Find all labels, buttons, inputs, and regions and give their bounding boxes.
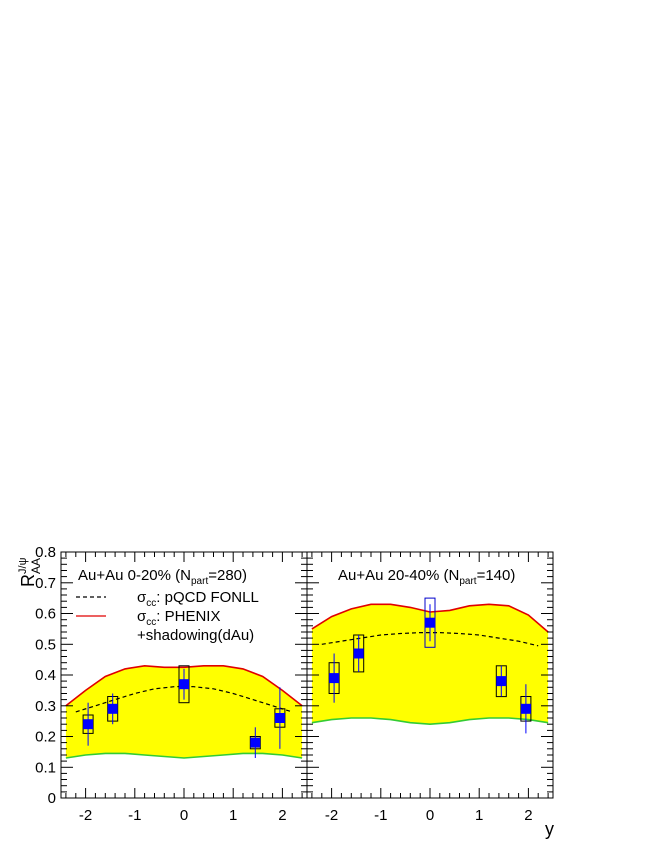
panel-1-xtick-label: 2 [278,807,286,824]
ytick-label: 0.2 [35,729,56,746]
panel-2-xtick-label: 0 [426,807,434,824]
text-layer: RAAJ/ψ y Au+Au 0-20% (Npart=280) Au+Au 2… [17,557,554,839]
ytick-label: 0.3 [35,698,56,715]
band-layer [65,603,549,759]
panel-2-xtick-label: 2 [524,807,532,824]
legend-dashed-label: σcc: pQCD FONLL [137,589,259,609]
ticks-layer: -2 -1 0 1 2 -2 -1 0 1 2 0 0.1 0.2 0.3 0.4 0.5 0.6 0.7 0.8 [35,544,553,824]
panel-1-point-2-marker [107,703,118,714]
panel-1-point-4-marker [250,737,261,748]
panel-2-title: Au+Au 20-40% (Npart=140) [338,567,515,587]
points-layer [82,597,532,758]
panel-1-xtick-label: -1 [128,807,141,824]
panel-2-band-fill [311,604,549,725]
panel-2-point-4-marker [496,676,507,687]
panel-2-point-2-marker [353,648,364,659]
panel-2-point-3-marker [425,617,435,628]
panel-1-title: Au+Au 0-20% (Npart=280) [78,567,247,587]
panel-1-xtick-label: -2 [79,807,92,824]
panel-2-band-lower-line [311,717,549,726]
panel-2-point-1-marker [329,673,340,684]
panel-2-xtick-label: -1 [374,807,387,824]
ytick-label: 0.7 [35,575,56,592]
ytick-label: 0 [48,790,56,807]
panel-1-band-lower-line [65,752,303,759]
legend-red-label: σcc: PHENIX [137,608,220,628]
curve-layer [75,631,539,713]
panel-2-xtick-label: -2 [325,807,338,824]
y-axis-label: RAAJ/ψ [17,557,43,587]
panel-2-point-5-marker [520,703,531,714]
ytick-label: 0.1 [35,759,56,776]
panel-1-xtick-label: 0 [180,807,188,824]
ytick-label: 0.5 [35,636,56,653]
panel-1-band-upper-line [65,664,303,707]
ytick-label: 0.6 [35,606,56,623]
panel-2-xtick-label: 1 [475,807,483,824]
panel-1-point-1-marker [83,719,94,730]
panel-1-point-5-marker [274,713,285,723]
ytick-label: 0.4 [35,667,56,684]
x-axis-label: y [545,819,554,839]
panel-1-point-3-marker [179,679,189,690]
legend-red-label-line2: +shadowing(dAu) [137,627,254,644]
panel-1-xtick-label: 1 [229,807,237,824]
panel-2-fonll-dashed-line [321,631,539,647]
panel-1-fonll-dashed-line [75,685,293,713]
panel-1-band-fill [65,665,303,758]
ytick-label: 0.8 [35,544,56,561]
